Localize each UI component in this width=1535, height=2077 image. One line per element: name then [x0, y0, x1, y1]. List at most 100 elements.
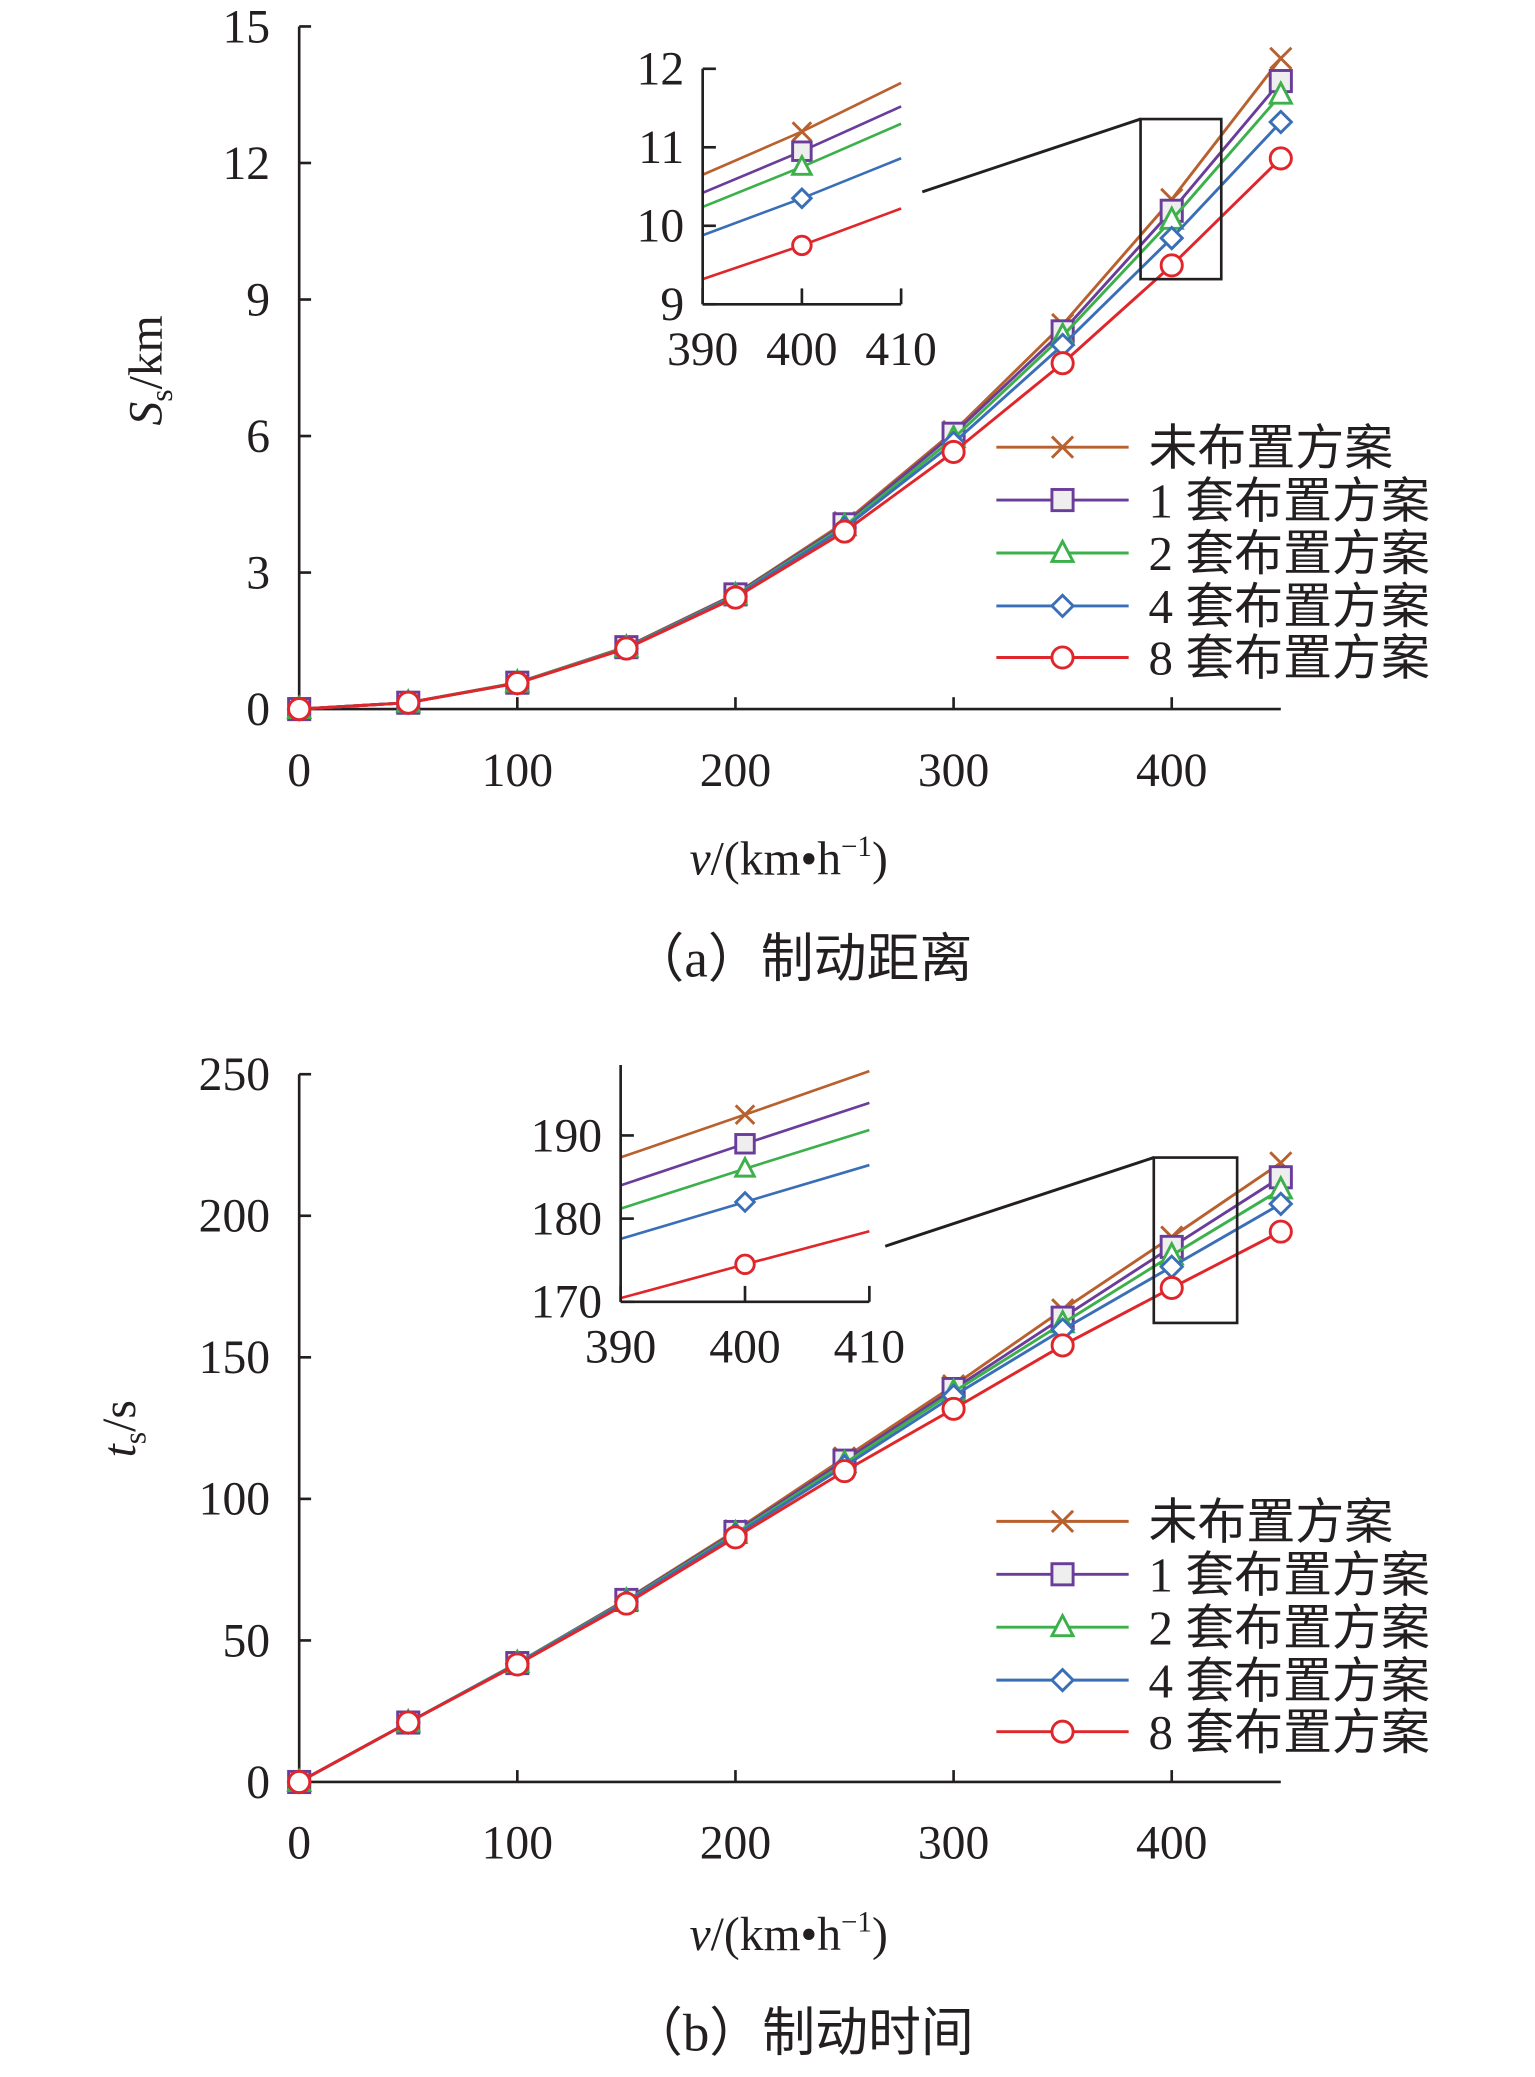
zoom-box — [1139, 117, 1223, 281]
marker-x — [1050, 1509, 1075, 1533]
x-axis-label: v/(km•h−1) — [689, 1906, 887, 1961]
y-tick-label: 200 — [199, 1191, 270, 1243]
chart-caption: （a）制动距离 — [631, 930, 972, 988]
marker-circle — [723, 585, 748, 610]
series-4 — [287, 146, 1293, 722]
marker-triangle — [1267, 79, 1294, 105]
marker-square — [734, 1133, 756, 1155]
chart-caption: （b）制动时间 — [630, 2005, 974, 2063]
marker-x — [734, 1104, 756, 1125]
x-tick-label: 400 — [1136, 745, 1207, 797]
series-line — [299, 157, 1282, 711]
y-tick-label: 250 — [199, 1049, 270, 1101]
marker-circle — [505, 1652, 530, 1677]
inset: 170 180 190 390 400 410 — [531, 1064, 905, 1374]
marker-triangle — [1049, 1612, 1076, 1638]
marker-circle — [734, 1253, 756, 1276]
x-tick-label: 0 — [287, 745, 311, 797]
marker-circle — [1159, 1275, 1184, 1301]
marker-square — [1050, 1562, 1075, 1587]
series-4 — [287, 1219, 1293, 1795]
x-tick-label: 300 — [918, 745, 989, 797]
series-line — [298, 1161, 1282, 1784]
chart-braking-distance: Ss/km v/(km•h−1) （a）制动距离 0 3 6 9 12 15 0 100 200… — [121, 1, 1430, 988]
marker-circle — [1268, 1219, 1293, 1244]
marker-circle — [832, 519, 857, 544]
y-tick-label: 9 — [246, 274, 270, 326]
marker-square — [1050, 488, 1075, 513]
y-tick-label: 100 — [199, 1474, 270, 1526]
marker-circle — [1050, 351, 1075, 376]
inset-x-tick-label: 400 — [766, 324, 837, 376]
inset-x-tick-label: 400 — [709, 1322, 780, 1374]
marker-circle — [614, 1591, 639, 1616]
inset-y-tick-label: 11 — [638, 122, 684, 174]
legend-label: 8 套布置方案 — [1149, 631, 1430, 686]
marker-diamond — [1268, 109, 1294, 135]
series-line — [298, 1188, 1282, 1784]
legend-label: 未布置方案 — [1149, 1495, 1394, 1550]
marker-circle — [396, 1710, 421, 1735]
x-tick-label: 200 — [700, 1818, 771, 1870]
marker-triangle — [790, 153, 814, 176]
y-tick-label: 3 — [246, 547, 270, 599]
zoom-connector — [884, 1156, 1155, 1248]
marker-circle — [287, 697, 312, 722]
series-2 — [286, 1174, 1294, 1792]
x-tick-label: 200 — [700, 745, 771, 797]
inset-y-tick-label: 170 — [531, 1277, 602, 1329]
marker-triangle — [733, 1155, 757, 1178]
marker-x — [1050, 435, 1075, 459]
x-tick-label: 400 — [1136, 1818, 1207, 1870]
marker-circle — [1268, 146, 1293, 171]
legend-label: 2 套布置方案 — [1149, 526, 1430, 581]
y-tick-label: 0 — [246, 1757, 270, 1809]
x-tick-label: 100 — [482, 1818, 553, 1870]
marker-circle — [832, 1459, 857, 1484]
inset-x-tick-label: 390 — [667, 324, 738, 376]
legend-label: 2 套布置方案 — [1149, 1600, 1430, 1655]
inset-y-tick-label: 12 — [637, 44, 685, 96]
marker-triangle — [1049, 538, 1076, 563]
marker-circle — [505, 671, 530, 696]
marker-diamond — [1049, 593, 1076, 619]
y-axis-label: ts/s — [94, 1400, 153, 1457]
y-tick-label: 15 — [222, 1, 270, 53]
series-line — [299, 93, 1282, 711]
marker-circle — [1050, 645, 1075, 670]
legend-label: 4 套布置方案 — [1149, 579, 1430, 634]
marker-circle — [1050, 1719, 1075, 1744]
chart-braking-time: ts/s v/(km•h−1) （b）制动时间 0 50 100 150 200 250 0… — [94, 1049, 1430, 2062]
y-tick-label: 50 — [222, 1615, 270, 1667]
y-tick-label: 0 — [246, 684, 270, 736]
x-tick-label: 300 — [918, 1818, 989, 1870]
y-tick-label: 150 — [199, 1332, 270, 1384]
series-line — [298, 1176, 1282, 1784]
marker-diamond — [1268, 1191, 1294, 1217]
series-line — [298, 1230, 1282, 1784]
inset: 9 10 11 12 390 400 410 — [637, 44, 937, 376]
y-tick-label: 6 — [246, 411, 270, 463]
zoom-box — [1152, 1156, 1239, 1325]
marker-circle — [791, 234, 813, 257]
marker-circle — [287, 1769, 312, 1795]
marker-circle — [1050, 1333, 1075, 1358]
legend-label: 1 套布置方案 — [1149, 1547, 1430, 1602]
inset-y-tick-label: 190 — [531, 1110, 602, 1162]
marker-circle — [723, 1525, 748, 1550]
y-tick-label: 12 — [222, 138, 270, 190]
inset-y-tick-label: 180 — [531, 1193, 602, 1245]
marker-x — [1269, 46, 1293, 70]
x-axis-label: v/(km•h−1) — [689, 831, 887, 886]
legend-label: 未布置方案 — [1149, 420, 1394, 475]
marker-circle — [941, 439, 966, 465]
marker-diamond — [1049, 1667, 1076, 1693]
inset-y-tick-label: 10 — [637, 201, 685, 253]
marker-diamond — [790, 186, 814, 210]
inset-x-tick-label: 410 — [834, 1322, 905, 1374]
series-line — [299, 80, 1282, 711]
legend-label: 4 套布置方案 — [1149, 1653, 1430, 1708]
